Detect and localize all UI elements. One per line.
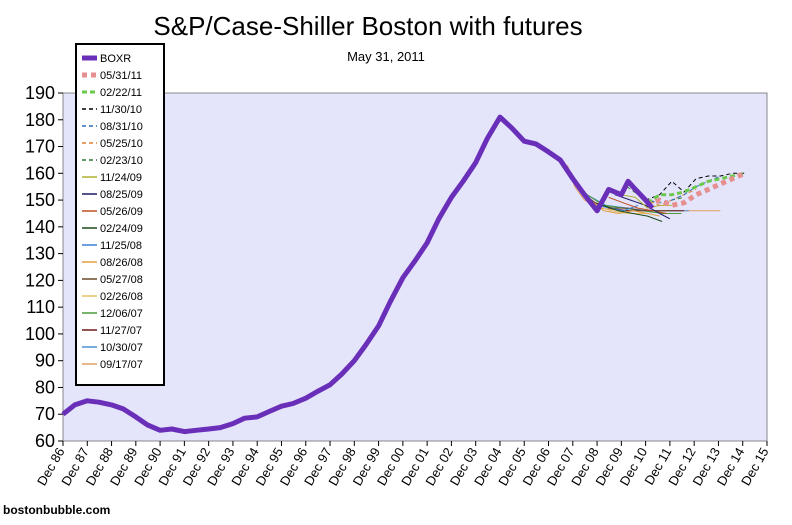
y-tick-label: 180 xyxy=(25,110,55,130)
legend-label: 10/30/07 xyxy=(100,342,143,354)
series-line xyxy=(637,175,721,204)
series-line xyxy=(61,114,655,435)
credit-text: bostonbubble.com xyxy=(3,503,110,517)
plot-area xyxy=(62,92,768,442)
legend-label: 02/23/10 xyxy=(100,155,143,167)
y-tick-label: 60 xyxy=(35,431,55,451)
legend-label: 12/06/07 xyxy=(100,308,143,320)
series-layer xyxy=(61,114,746,435)
legend-label: 05/27/08 xyxy=(100,274,143,286)
y-tick-label: 90 xyxy=(35,351,55,371)
legend-label: 05/31/11 xyxy=(100,70,142,82)
legend-label: 02/24/09 xyxy=(100,223,143,235)
legend-label: 08/26/08 xyxy=(100,257,143,269)
legend-label: 02/22/11 xyxy=(100,87,142,99)
legend-label: 02/26/08 xyxy=(100,291,143,303)
legend: BOXR 05/31/11 02/22/11 11/30/10 08/31/10 05/2… xyxy=(75,43,165,386)
y-tick-label: 160 xyxy=(25,163,55,183)
legend-label: 11/30/10 xyxy=(100,104,142,116)
legend-label: 11/24/09 xyxy=(100,172,142,184)
legend-label: 11/25/08 xyxy=(100,240,142,252)
series-line xyxy=(620,194,672,209)
y-tick-label: 110 xyxy=(26,297,55,317)
legend-label: 09/17/07 xyxy=(100,359,143,371)
series-line xyxy=(602,204,663,222)
y-tick-label: 130 xyxy=(25,244,55,264)
chart-subtitle: May 31, 2011 xyxy=(347,49,425,64)
legend-label: 05/25/10 xyxy=(100,138,143,150)
legend-label: 05/26/09 xyxy=(100,206,143,218)
series-line xyxy=(646,171,746,205)
y-tick-label: 120 xyxy=(25,270,55,290)
legend-box xyxy=(75,43,165,386)
series-line xyxy=(614,194,671,220)
series-line xyxy=(596,204,639,212)
y-tick-label: 80 xyxy=(35,377,55,397)
y-tick-label: 70 xyxy=(35,404,55,424)
legend-label: 11/27/07 xyxy=(100,325,142,337)
y-tick-label: 170 xyxy=(25,137,55,157)
series-line xyxy=(645,172,745,201)
legend-label: BOXR xyxy=(100,53,131,65)
y-tick-label: 140 xyxy=(25,217,55,237)
y-tick-label: 190 xyxy=(25,83,55,103)
legend-label: 08/25/09 xyxy=(100,189,143,201)
y-axis: 60 70 80 90 100 110 120 130 140 150 160 170 180 190 xyxy=(25,83,63,451)
chart-title: S&P/Case-Shiller Boston with futures xyxy=(153,11,582,41)
legend-label: 08/31/10 xyxy=(100,121,143,133)
y-tick-label: 100 xyxy=(25,324,55,344)
y-tick-label: 150 xyxy=(25,190,55,210)
